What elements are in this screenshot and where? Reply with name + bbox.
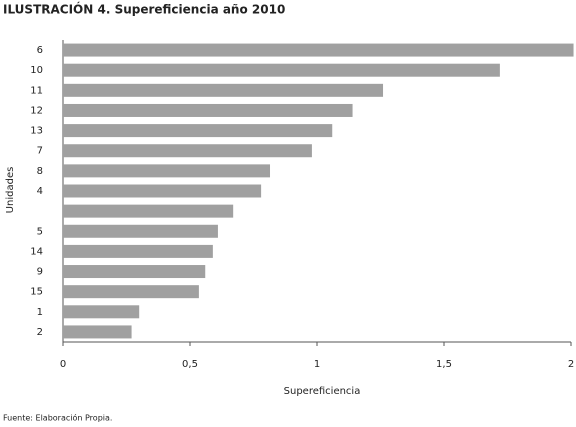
bar bbox=[63, 83, 384, 97]
y-tick-label: 6 bbox=[37, 45, 43, 56]
bar bbox=[63, 164, 271, 178]
y-tick-label: 9 bbox=[37, 267, 43, 278]
x-axis-label: Supereficiencia bbox=[284, 386, 361, 397]
y-tick-label: 12 bbox=[30, 105, 43, 116]
x-tick-label: 2 bbox=[568, 359, 574, 370]
x-tick-label: 1 bbox=[314, 359, 320, 370]
x-tick-label: 0 bbox=[60, 359, 66, 370]
y-tick-label: 10 bbox=[30, 65, 43, 76]
x-tick-label: 0,5 bbox=[182, 359, 198, 370]
y-tick-label: 8 bbox=[37, 166, 43, 177]
y-tick-label: 14 bbox=[30, 246, 43, 257]
y-tick-label: 15 bbox=[30, 287, 43, 298]
y-axis-label: Unidades bbox=[5, 167, 16, 214]
bar bbox=[63, 265, 206, 279]
source-note: Fuente: Elaboración Propia. bbox=[3, 413, 112, 423]
bar bbox=[63, 124, 333, 138]
bar bbox=[63, 63, 500, 77]
bar bbox=[63, 305, 140, 319]
y-tick-label: 11 bbox=[30, 85, 43, 96]
y-tick-label: 2 bbox=[37, 327, 43, 338]
chart-title: ILUSTRACIÓN 4. Supereficiencia año 2010 bbox=[3, 2, 285, 17]
y-tick-label: 5 bbox=[37, 226, 43, 237]
bar bbox=[63, 285, 199, 299]
y-tick-label: 4 bbox=[37, 186, 43, 197]
y-tick-label: 1 bbox=[37, 307, 43, 318]
bar bbox=[63, 43, 574, 57]
bar bbox=[63, 204, 234, 218]
bar bbox=[63, 244, 213, 258]
y-tick-label: 7 bbox=[37, 146, 43, 157]
bar bbox=[63, 224, 218, 238]
x-tick-label: 1,5 bbox=[436, 359, 452, 370]
bar bbox=[63, 184, 262, 198]
bar bbox=[63, 144, 312, 158]
y-tick-label: 13 bbox=[30, 126, 43, 137]
bar bbox=[63, 325, 132, 339]
bar bbox=[63, 103, 353, 117]
